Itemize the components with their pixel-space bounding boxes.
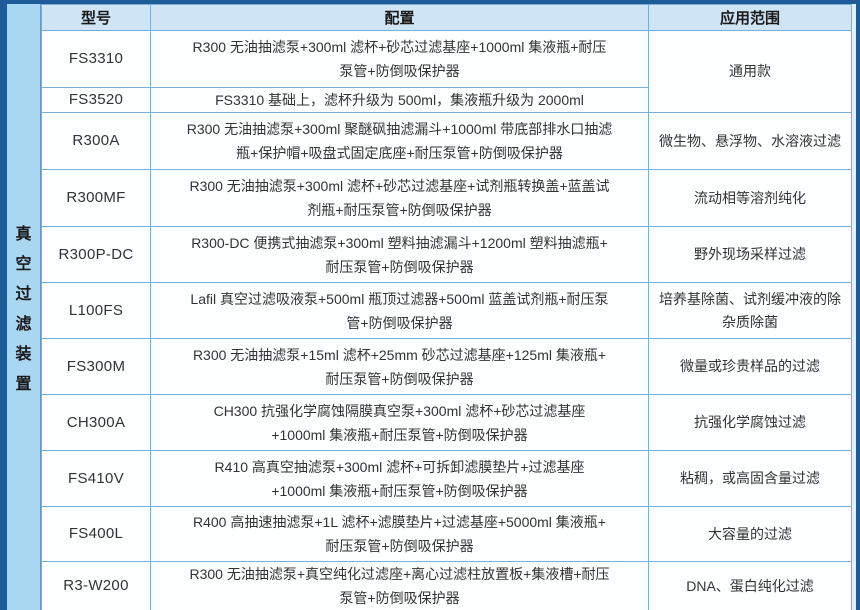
row-group-label-char: 过 — [15, 286, 32, 303]
table-row: FS300M R300 无油抽滤泵+15ml 滤杯+25mm 砂芯过滤基座+125… — [41, 338, 852, 395]
table-row: CH300A CH300 抗强化学腐蚀隔膜真空泵+300ml 滤杯+砂芯过滤基座 … — [41, 394, 852, 451]
config-cell: R300 无油抽滤泵+300ml 滤杯+砂芯过滤基座+1000ml 集液瓶+耐压… — [150, 30, 649, 88]
table-row: FS3310 R300 无油抽滤泵+300ml 滤杯+砂芯过滤基座+1000ml … — [41, 30, 852, 113]
config-cell: R300 无油抽滤泵+15ml 滤杯+25mm 砂芯过滤基座+125ml 集液瓶… — [150, 338, 649, 395]
application-cell: 微量或珍贵样品的过滤 — [648, 338, 852, 395]
column-header-model: 型号 — [41, 4, 151, 31]
application-cell: 抗强化学腐蚀过滤 — [648, 394, 852, 451]
model-cell: R300MF — [41, 169, 151, 227]
application-cell: 通用款 — [648, 30, 852, 113]
application-cell: 流动相等溶剂纯化 — [648, 169, 852, 227]
config-cell: R300 无油抽滤泵+300ml 滤杯+砂芯过滤基座+试剂瓶转换盖+蓝盖试 剂瓶… — [150, 169, 649, 227]
table-row: FS400L R400 高抽速抽滤泵+1L 滤杯+滤膜垫片+过滤基座+5000ml… — [41, 506, 852, 562]
row-group-label-char: 置 — [15, 376, 32, 393]
model-cell: FS300M — [41, 338, 151, 395]
row-group-label-char: 真 — [15, 226, 32, 243]
model-cell: CH300A — [41, 394, 151, 451]
table-row: R3-W200 R300 无油抽滤泵+真空纯化过滤座+离心过滤柱放置板+集液槽+耐… — [41, 561, 852, 610]
config-cell: CH300 抗强化学腐蚀隔膜真空泵+300ml 滤杯+砂芯过滤基座 +1000m… — [150, 394, 649, 451]
spec-table: 型号 配置 应用范围 FS3310 R300 无油抽滤泵+300ml 滤杯+砂芯过… — [41, 4, 852, 610]
row-group-label-char: 滤 — [15, 316, 32, 333]
product-spec-panel: 真空过滤装置 型号 配置 应用范围 FS3310 R300 无油抽滤泵+300ml… — [7, 4, 856, 610]
config-cell: R410 高真空抽滤泵+300ml 滤杯+可拆卸滤膜垫片+过滤基座 +1000m… — [150, 450, 649, 507]
config-cell: R300 无油抽滤泵+300ml 聚醚砜抽滤漏斗+1000ml 带底部排水口抽滤… — [150, 112, 649, 170]
model-cell: FS3520 — [41, 87, 151, 113]
table-row: R300A R300 无油抽滤泵+300ml 聚醚砜抽滤漏斗+1000ml 带底部… — [41, 112, 852, 170]
application-cell: 粘稠，或高固含量过滤 — [648, 450, 852, 507]
model-cell: R300A — [41, 112, 151, 170]
column-header-config: 配置 — [150, 4, 649, 31]
table-row: FS410V R410 高真空抽滤泵+300ml 滤杯+可拆卸滤膜垫片+过滤基座 … — [41, 450, 852, 507]
application-cell: 大容量的过滤 — [648, 506, 852, 562]
config-cell: R300-DC 便携式抽滤泵+300ml 塑料抽滤漏斗+1200ml 塑料抽滤瓶… — [150, 226, 649, 283]
config-cell: R400 高抽速抽滤泵+1L 滤杯+滤膜垫片+过滤基座+5000ml 集液瓶+ … — [150, 506, 649, 562]
model-cell: R300P-DC — [41, 226, 151, 283]
panel-right-edge — [852, 4, 856, 610]
application-cell: 微生物、悬浮物、水溶液过滤 — [648, 112, 852, 170]
header-row: 型号 配置 应用范围 — [41, 4, 852, 31]
table-row: R300MF R300 无油抽滤泵+300ml 滤杯+砂芯过滤基座+试剂瓶转换盖+… — [41, 169, 852, 227]
model-cell: FS410V — [41, 450, 151, 507]
table-row: R300P-DC R300-DC 便携式抽滤泵+300ml 塑料抽滤漏斗+1200… — [41, 226, 852, 283]
model-cell: L100FS — [41, 282, 151, 339]
row-group-label: 真空过滤装置 — [7, 4, 41, 610]
table-row: FS3520 FS3310 基础上，滤杯升级为 500ml，集液瓶升级为 2000… — [41, 87, 852, 113]
application-cell: 野外现场采样过滤 — [648, 226, 852, 283]
column-header-application: 应用范围 — [648, 4, 852, 31]
row-group-label-char: 装 — [15, 346, 32, 363]
application-cell: DNA、蛋白纯化过滤 — [648, 561, 852, 610]
model-cell: FS400L — [41, 506, 151, 562]
config-cell: R300 无油抽滤泵+真空纯化过滤座+离心过滤柱放置板+集液槽+耐压 泵管+防倒… — [150, 561, 649, 610]
config-cell: Lafil 真空过滤吸液泵+500ml 瓶顶过滤器+500ml 蓝盖试剂瓶+耐压… — [150, 282, 649, 339]
config-cell: FS3310 基础上，滤杯升级为 500ml，集液瓶升级为 2000ml — [150, 87, 649, 113]
row-group-label-char: 空 — [15, 256, 32, 273]
model-cell: R3-W200 — [41, 561, 151, 610]
application-cell: 培养基除菌、试剂缓冲液的除杂质除菌 — [648, 282, 852, 339]
table-row: L100FS Lafil 真空过滤吸液泵+500ml 瓶顶过滤器+500ml 蓝盖… — [41, 282, 852, 339]
model-cell: FS3310 — [41, 30, 151, 88]
